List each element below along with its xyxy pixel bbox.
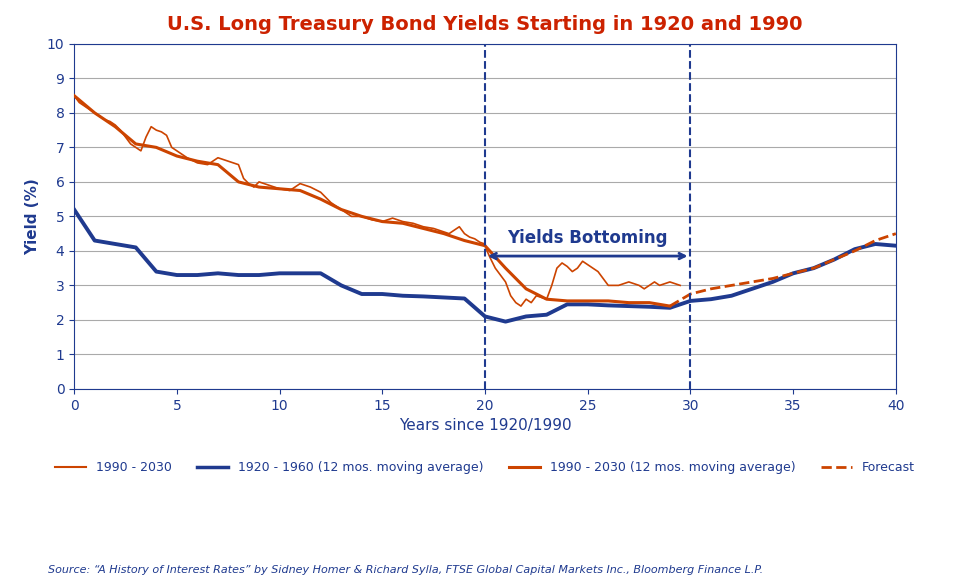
Y-axis label: Yield (%): Yield (%): [25, 178, 40, 254]
Title: U.S. Long Treasury Bond Yields Starting in 1920 and 1990: U.S. Long Treasury Bond Yields Starting …: [167, 15, 802, 34]
X-axis label: Years since 1920/1990: Years since 1920/1990: [398, 418, 571, 433]
Text: Source: “A History of Interest Rates” by Sidney Homer & Richard Sylla, FTSE Glob: Source: “A History of Interest Rates” by…: [48, 565, 763, 575]
Legend: 1990 - 2030, 1920 - 1960 (12 mos. moving average), 1990 - 2030 (12 mos. moving a: 1990 - 2030, 1920 - 1960 (12 mos. moving…: [50, 456, 919, 479]
Text: Yields Bottoming: Yields Bottoming: [507, 229, 668, 248]
